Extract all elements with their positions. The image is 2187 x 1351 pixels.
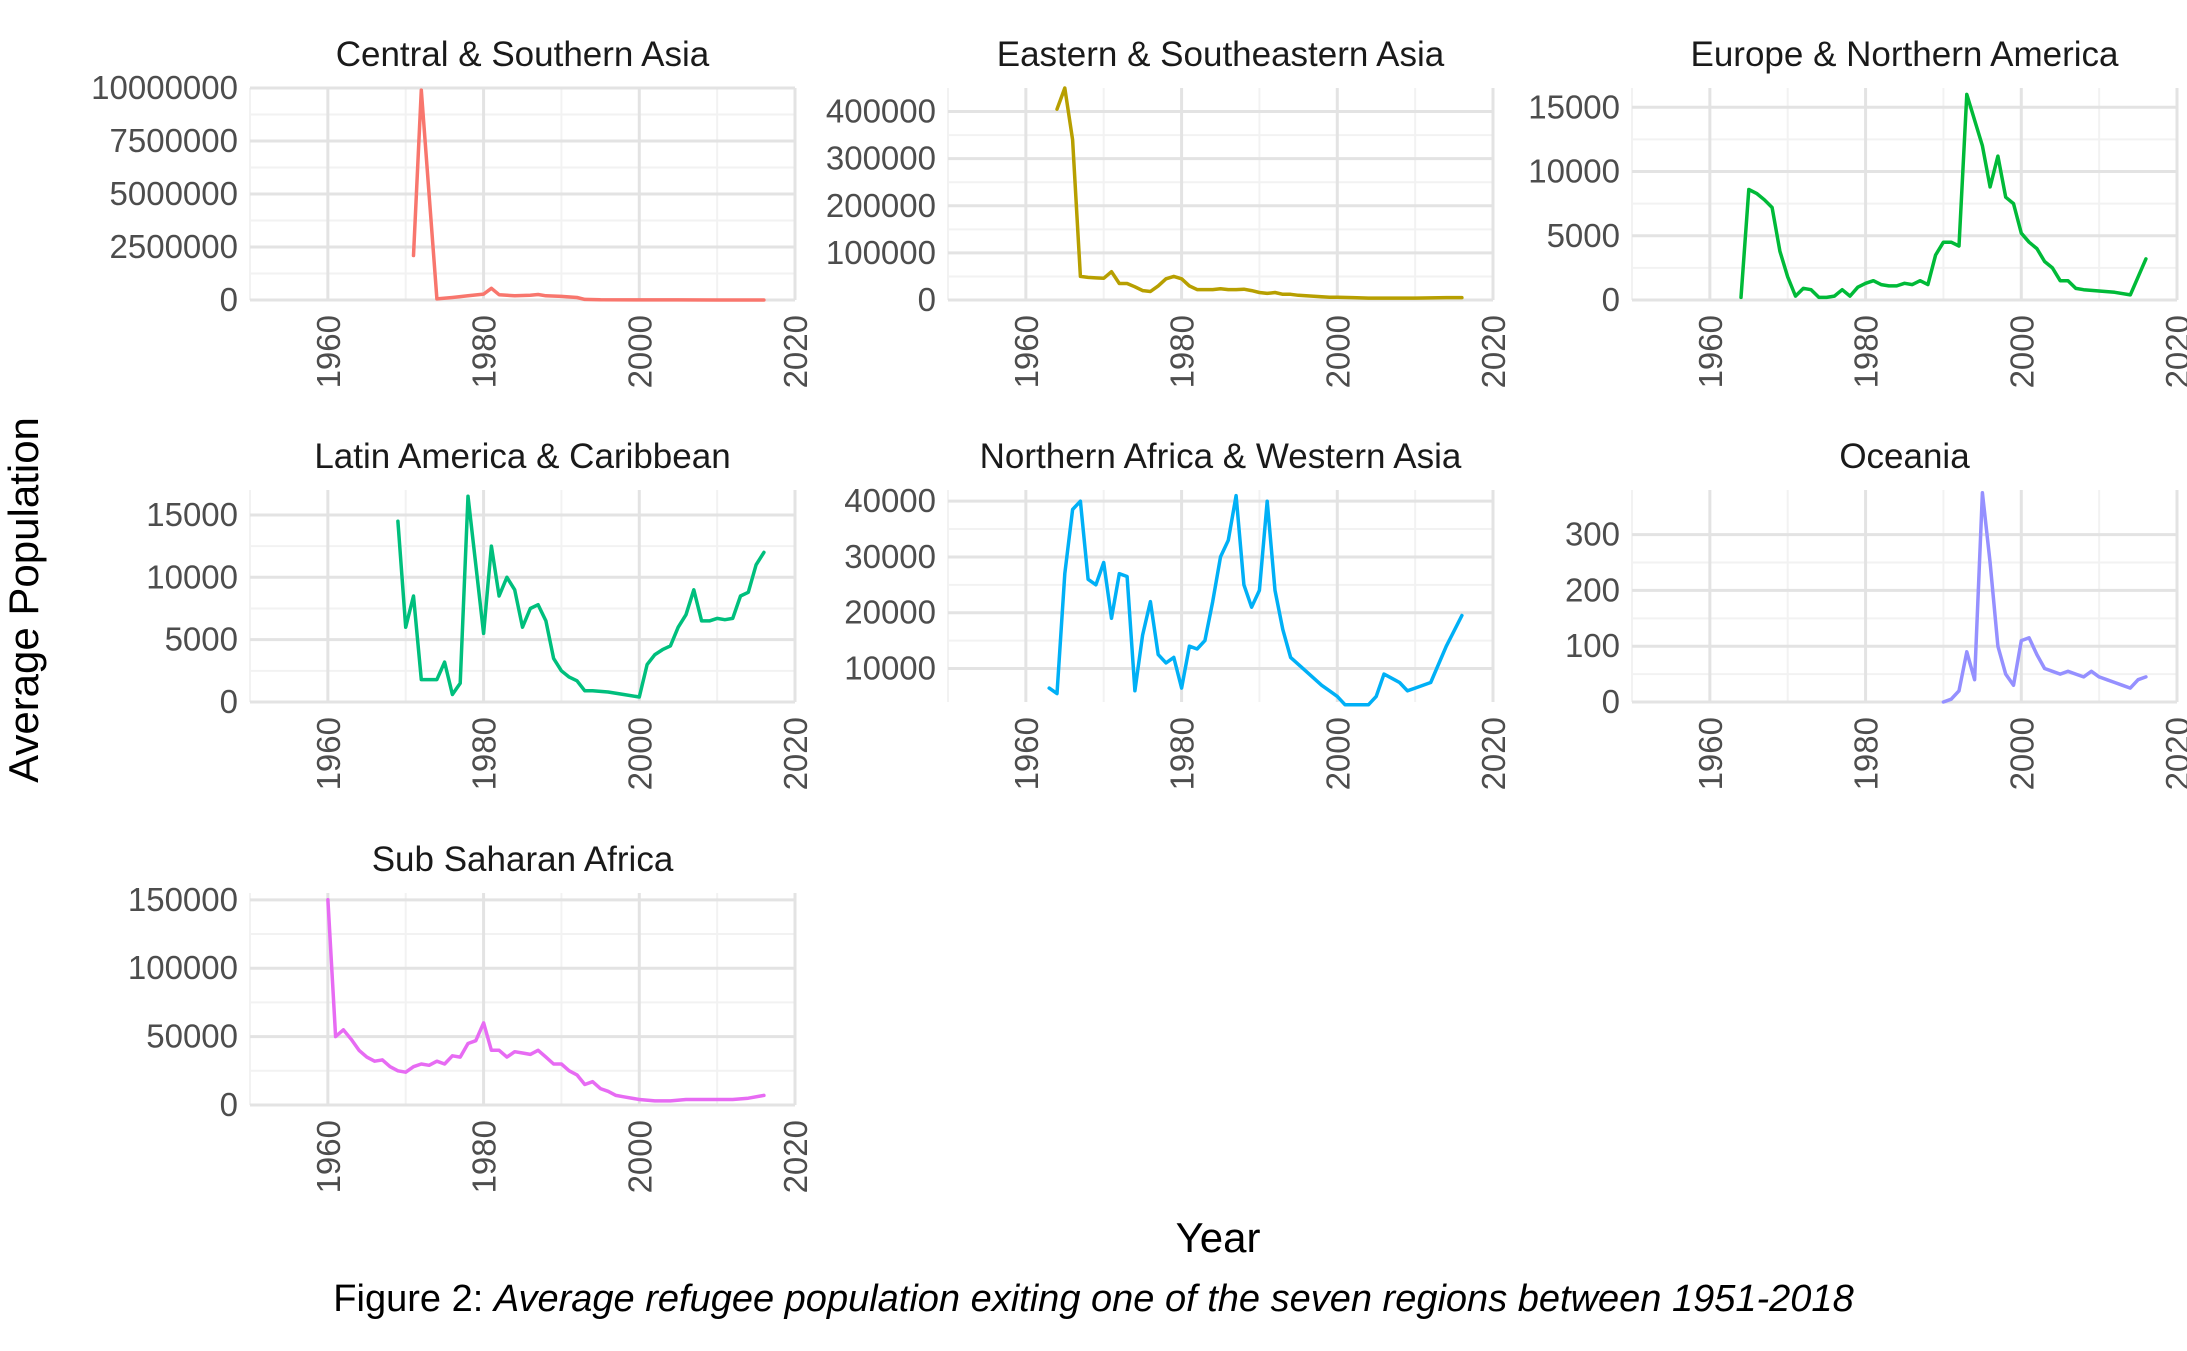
x-tick-label: 1980 [466,315,503,388]
y-tick-label: 300000 [826,140,936,177]
x-tick-label: 2000 [621,315,658,388]
series-line [396,494,766,699]
panel-title: Europe & Northern America [1691,35,2120,74]
y-tick-label: 7500000 [110,122,238,159]
y-tick-label: 400000 [826,93,936,130]
y-tick-label: 0 [220,683,238,720]
y-tick-label: 0 [1602,683,1620,720]
y-tick-label: 10000000 [91,69,238,106]
y-tick-label: 30000 [844,538,936,575]
y-tick-label: 100000 [128,949,238,986]
x-tick-label: 2000 [1319,315,1356,388]
series-line [1055,86,1464,300]
y-tick-label: 5000 [1547,217,1620,254]
y-tick-label: 10000 [1528,153,1620,190]
series-line [1739,92,2148,300]
x-tick-label: 2020 [1475,315,1512,388]
panel-title: Sub Saharan Africa [372,840,674,879]
x-tick-label: 1960 [1692,717,1729,790]
x-tick-label: 1960 [310,315,347,388]
y-tick-label: 300 [1565,516,1620,553]
y-tick-label: 200 [1565,571,1620,608]
y-tick-label: 200000 [826,187,936,224]
series-line [326,898,766,1103]
x-tick-label: 2020 [777,717,814,790]
x-tick-label: 2020 [2159,315,2187,388]
x-tick-label: 2020 [2159,717,2187,790]
x-tick-label: 2000 [621,717,658,790]
x-tick-label: 2000 [2003,717,2040,790]
x-tick-label: 1980 [1164,315,1201,388]
x-tick-label: 2020 [1475,717,1512,790]
y-tick-label: 15000 [1528,88,1620,125]
x-tick-label: 2020 [777,1120,814,1193]
panel-1: 0 2500000 5000000 7500000 10000000 1960 1980 20… [91,35,814,388]
x-tick-label: 2020 [777,315,814,388]
panel-title: Eastern & Southeastern Asia [997,35,1445,74]
panel-title: Central & Southern Asia [336,35,710,74]
x-tick-label: 1980 [1164,717,1201,790]
y-tick-label: 2500000 [110,228,238,265]
panel-4: 0 5000 10000 15000 1960 1980 2000 2020 Latin Ame… [146,437,814,790]
y-tick-label: 100000 [826,234,936,271]
x-tick-label: 1960 [310,717,347,790]
x-tick-label: 2000 [621,1120,658,1193]
panel-6: 0 100 200 300 1960 1980 2000 2020 Oceania [1565,437,2187,790]
panel-2: 0 100000 200000 300000 400000 1960 1980 2000 202… [826,35,1512,388]
panel-7: 0 50000 100000 150000 1960 1980 2000 2020 Sub Sa… [128,840,814,1193]
y-tick-label: 0 [220,281,238,318]
x-tick-label: 2000 [1319,717,1356,790]
y-tick-label: 5000000 [110,175,238,212]
x-tick-label: 1980 [466,717,503,790]
caption-text: Average refugee population exiting one o… [493,1278,1854,1320]
series-line [411,88,766,302]
y-tick-label: 0 [1602,281,1620,318]
x-tick-label: 1980 [1848,717,1885,790]
panel-title: Oceania [1839,437,1970,476]
panel-3: 0 5000 10000 15000 1960 1980 2000 2020 Europe & … [1528,35,2187,388]
x-tick-label: 1960 [1008,315,1045,388]
series-line [1941,491,2148,704]
y-tick-label: 5000 [165,621,238,658]
x-tick-label: 1960 [310,1120,347,1193]
y-tick-label: 20000 [844,594,936,631]
x-tick-label: 1960 [1008,717,1045,790]
y-tick-label: 15000 [146,496,238,533]
y-tick-label: 50000 [146,1018,238,1055]
series-line [1047,493,1464,707]
y-tick-label: 10000 [146,558,238,595]
x-tick-label: 1980 [466,1120,503,1193]
panel-5: 10000 20000 30000 40000 1960 1980 2000 2020 Nort… [844,437,1512,790]
y-axis-label: Average Population [0,417,47,783]
x-tick-label: 1980 [1848,315,1885,388]
y-tick-label: 150000 [128,881,238,918]
figure-caption: Figure 2: Average refugee population exi… [0,1278,2187,1321]
y-tick-label: 0 [220,1086,238,1123]
y-tick-label: 0 [918,281,936,318]
x-tick-label: 2000 [2003,315,2040,388]
y-tick-label: 40000 [844,482,936,519]
caption-prefix: Figure 2: [333,1278,494,1320]
x-axis-label: Year [1176,1214,1261,1261]
panel-title: Northern Africa & Western Asia [980,437,1462,476]
x-tick-label: 1960 [1692,315,1729,388]
y-tick-label: 100 [1565,627,1620,664]
y-tick-label: 10000 [844,650,936,687]
panel-title: Latin America & Caribbean [314,437,730,476]
